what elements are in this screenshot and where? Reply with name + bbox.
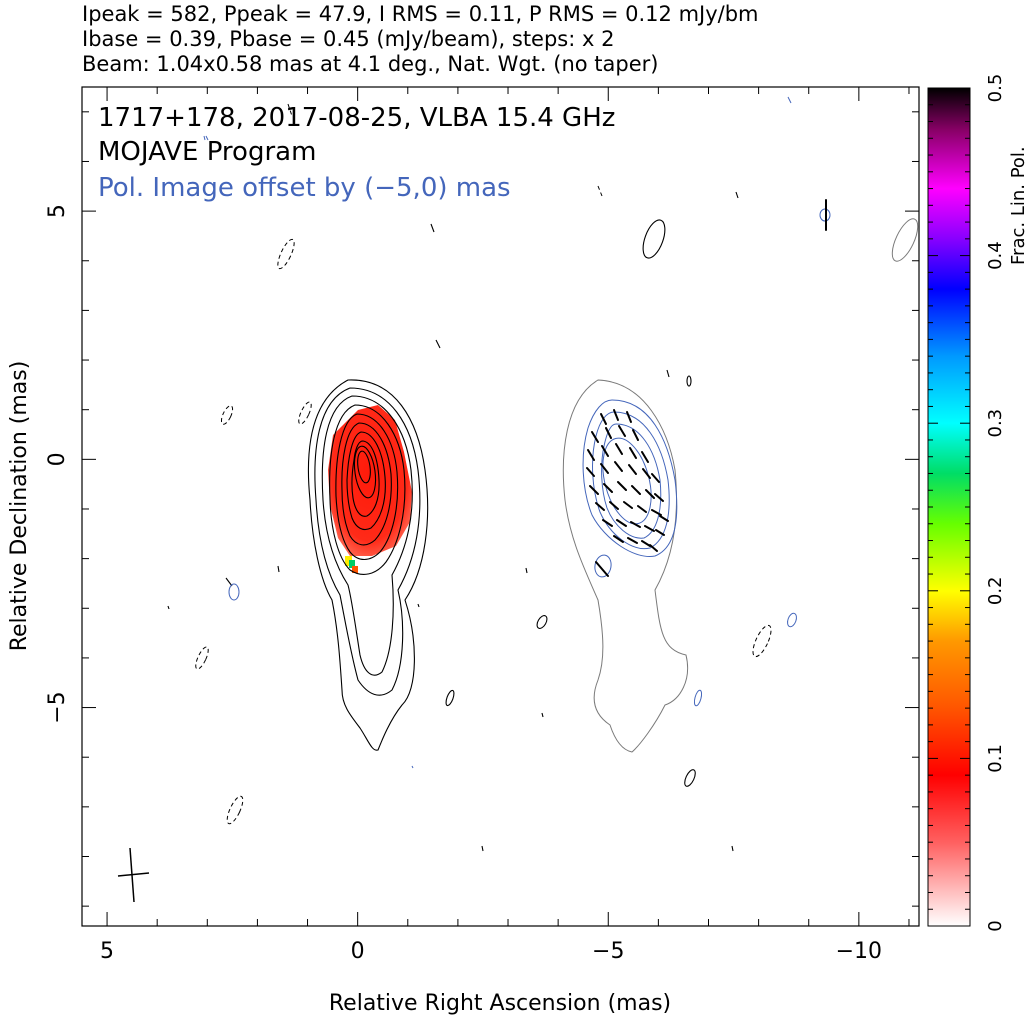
x-axis-label: Relative Right Ascension (mas) — [329, 991, 671, 1016]
colorbar-tick-label: 0.4 — [985, 241, 1006, 270]
axes: 5 0 −5 −10 5 0 −5 — [45, 87, 919, 964]
y-axis-label: Relative Declination (mas) — [7, 361, 32, 652]
colorbar-tick-label: 0.1 — [985, 744, 1006, 773]
colorbar-axis: 0 0.1 0.2 0.3 0.4 0.5 — [928, 74, 1006, 932]
frac-pol-map — [328, 405, 412, 573]
colorbar — [927, 87, 971, 927]
beam-marker — [117, 847, 150, 903]
colorbar-tick-label: 0 — [985, 920, 1006, 931]
x-tick-label: 0 — [351, 939, 365, 964]
negative-contours — [195, 103, 772, 825]
stokes-i-contours — [167, 191, 739, 852]
y-tick-label: −5 — [45, 691, 70, 723]
colorbar-label: Frac. Lin. Pol. — [1008, 146, 1027, 265]
program-title: MOJAVE Program — [98, 137, 316, 167]
colorbar-tick-label: 0.3 — [985, 409, 1006, 438]
colorbar-tick-label: 0.2 — [985, 576, 1006, 605]
header-line-3: Beam: 1.04x0.58 mas at 4.1 deg., Nat. Wg… — [82, 52, 659, 76]
x-tick-label: 5 — [100, 939, 114, 964]
pol-contours — [203, 96, 919, 769]
pol-offset-note: Pol. Image offset by (−5,0) mas — [98, 173, 511, 203]
header-line-2: Ibase = 0.39, Pbase = 0.45 (mJy/beam), s… — [82, 27, 615, 51]
evpa-vectors — [586, 199, 827, 577]
x-tick-label: −10 — [836, 939, 882, 964]
x-tick-label: −5 — [592, 939, 624, 964]
colorbar-tick-label: 0.5 — [985, 74, 1006, 103]
y-tick-label: 5 — [45, 204, 70, 218]
y-tick-label: 0 — [45, 452, 70, 466]
plot-frame — [81, 86, 920, 927]
header-line-1: Ipeak = 582, Ppeak = 47.9, I RMS = 0.11,… — [82, 2, 759, 26]
source-title: 1717+178, 2017-08-25, VLBA 15.4 GHz — [98, 103, 615, 133]
